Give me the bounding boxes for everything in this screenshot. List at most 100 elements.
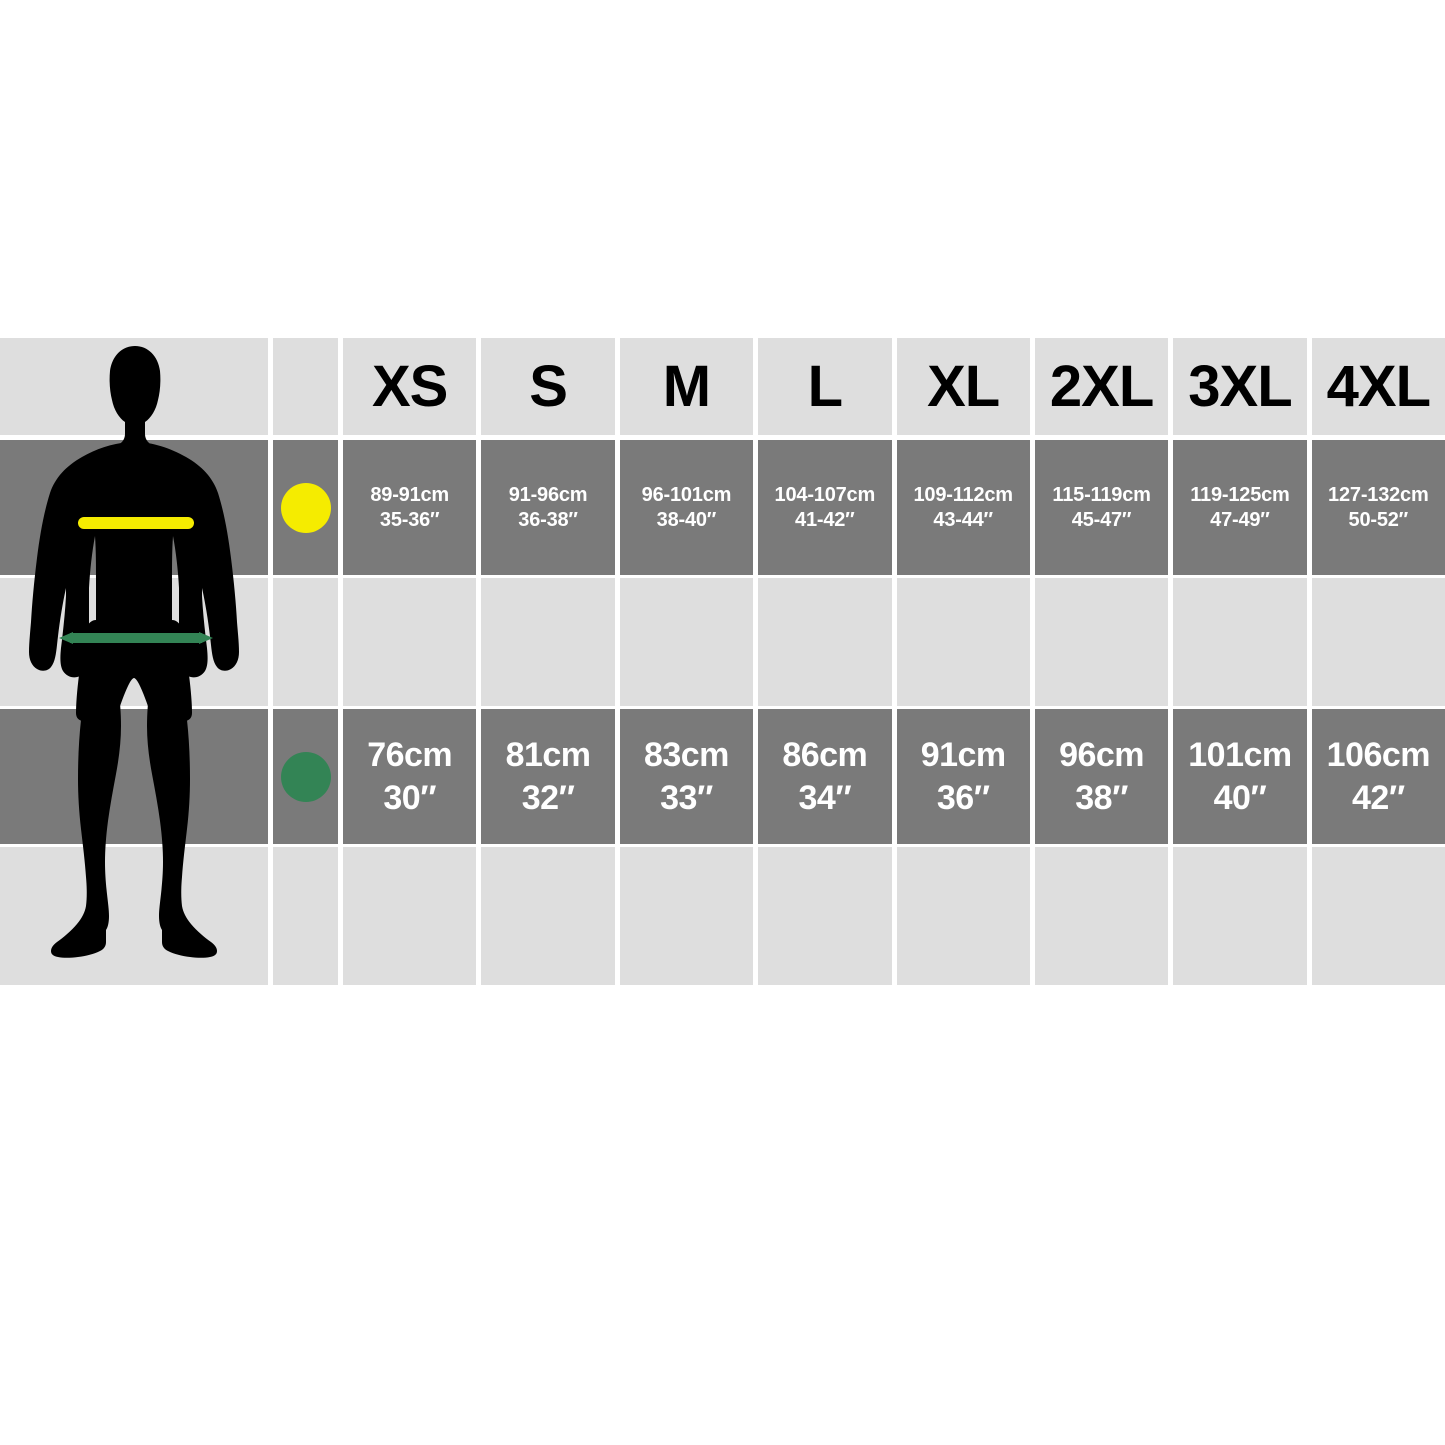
chest-cm-3xl: 119-125cm [1190, 483, 1290, 506]
chest-value-s: 91-96cm 36-38″ [509, 483, 588, 533]
column-header-s: S [481, 338, 615, 435]
waist-cm-l: 86cm [782, 736, 868, 774]
table-header-row: XS S M L XL 2XL 3XL 4XL [0, 338, 1445, 435]
size-label-l: L [807, 353, 843, 419]
chest-cell-3xl: 119-125cm 47-49″ [1173, 440, 1307, 575]
spacer-upper-cell-m [619, 578, 754, 706]
spacer-upper-cell-xs [343, 578, 477, 706]
spacer-lower-cell-4xl [1311, 847, 1445, 985]
chest-value-3xl: 119-125cm 47-49″ [1190, 483, 1290, 533]
spacer-upper-cell-l [758, 578, 892, 706]
waist-row-figure-cell [0, 709, 268, 844]
chest-row-legend-cell [273, 440, 338, 575]
chest-cm-l: 104-107cm [774, 483, 876, 506]
size-label-s: S [529, 353, 568, 419]
size-label-m: M [662, 353, 711, 419]
waist-cm-4xl: 106cm [1326, 736, 1431, 774]
waist-value-3xl: 101cm 40″ [1188, 734, 1292, 819]
chest-cm-2xl: 115-119cm [1052, 483, 1151, 506]
spacer-lower-cell-2xl [1034, 847, 1169, 985]
column-header-xl: XL [896, 338, 1030, 435]
chest-value-xs: 89-91cm 35-36″ [370, 483, 449, 533]
chest-cell-xl: 109-112cm 43-44″ [896, 440, 1030, 575]
spacer-upper-cell-4xl [1311, 578, 1445, 706]
spacer-lower-figure-cell [0, 847, 268, 985]
chest-inch-s: 36-38″ [518, 508, 578, 531]
green-circle-indicator-icon [280, 751, 331, 802]
waist-value-s: 81cm 32″ [506, 734, 591, 819]
waist-cell-4xl: 106cm 42″ [1311, 709, 1445, 844]
waist-inch-3xl: 40″ [1213, 778, 1267, 817]
waist-inch-xl: 36″ [936, 778, 990, 817]
chest-inch-m: 38-40″ [656, 508, 717, 531]
chest-value-xl: 109-112cm 43-44″ [913, 483, 1013, 533]
waist-cell-l: 86cm 34″ [758, 709, 892, 844]
size-label-4xl: 4XL [1326, 353, 1431, 419]
waist-cell-3xl: 101cm 40″ [1173, 709, 1307, 844]
waist-inch-xs: 30″ [383, 778, 436, 817]
waist-inch-m: 33″ [660, 778, 713, 817]
chest-row-figure-cell [0, 440, 268, 575]
chest-inch-2xl: 45-47″ [1071, 508, 1132, 531]
waist-value-4xl: 106cm 42″ [1326, 734, 1431, 819]
header-figure-cell [0, 338, 268, 435]
size-chart-table: XS S M L XL 2XL 3XL 4XL [0, 338, 1445, 985]
chest-value-2xl: 115-119cm 45-47″ [1052, 483, 1151, 533]
waist-cell-m: 83cm 33″ [619, 709, 754, 844]
column-header-4xl: 4XL [1311, 338, 1445, 435]
column-header-m: M [619, 338, 754, 435]
spacer-upper-cell-3xl [1173, 578, 1307, 706]
waist-inch-l: 34″ [798, 778, 852, 817]
spacer-lower-cell-3xl [1173, 847, 1307, 985]
waist-inch-4xl: 42″ [1352, 778, 1405, 817]
chest-cell-m: 96-101cm 38-40″ [619, 440, 754, 575]
chest-inch-3xl: 47-49″ [1210, 508, 1270, 531]
waist-value-m: 83cm 33″ [644, 734, 729, 819]
spacer-upper-legend-cell [273, 578, 338, 706]
chest-cm-s: 91-96cm [508, 483, 588, 506]
column-header-xs: XS [343, 338, 477, 435]
waist-value-xs: 76cm 30″ [367, 734, 452, 819]
spacer-lower-cell-xl [896, 847, 1030, 985]
spacer-lower-cell-l [758, 847, 892, 985]
chest-cell-4xl: 127-132cm 50-52″ [1311, 440, 1445, 575]
chest-cell-2xl: 115-119cm 45-47″ [1034, 440, 1169, 575]
chest-cm-xs: 89-91cm [370, 483, 450, 506]
spacer-row-upper [0, 578, 1445, 706]
chest-inch-l: 41-42″ [795, 508, 855, 531]
chest-inch-xs: 35-36″ [379, 508, 440, 531]
column-header-l: L [758, 338, 892, 435]
waist-cell-xl: 91cm 36″ [896, 709, 1030, 844]
waist-cell-2xl: 96cm 38″ [1034, 709, 1169, 844]
spacer-upper-cell-xl [896, 578, 1030, 706]
waist-cell-xs: 76cm 30″ [343, 709, 477, 844]
waist-cm-s: 81cm [505, 736, 591, 774]
waist-cm-2xl: 96cm [1059, 736, 1145, 774]
waist-value-l: 86cm 34″ [782, 734, 867, 819]
column-header-2xl: 2XL [1034, 338, 1169, 435]
column-header-3xl: 3XL [1173, 338, 1307, 435]
chest-cell-s: 91-96cm 36-38″ [481, 440, 615, 575]
spacer-lower-cell-xs [343, 847, 477, 985]
waist-value-xl: 91cm 36″ [921, 734, 1006, 819]
waist-inch-s: 32″ [521, 778, 575, 817]
waist-cell-s: 81cm 32″ [481, 709, 615, 844]
chest-value-m: 96-101cm 38-40″ [642, 483, 732, 533]
waist-cm-xs: 76cm [367, 736, 453, 774]
chest-cell-l: 104-107cm 41-42″ [758, 440, 892, 575]
chest-inch-xl: 43-44″ [933, 508, 993, 531]
chest-cm-4xl: 127-132cm [1328, 483, 1429, 506]
waist-row-legend-cell [273, 709, 338, 844]
size-label-xl: XL [927, 353, 1000, 419]
size-label-xs: XS [372, 353, 448, 419]
size-label-3xl: 3XL [1188, 353, 1292, 419]
spacer-lower-cell-s [481, 847, 615, 985]
size-label-2xl: 2XL [1049, 353, 1154, 419]
spacer-lower-legend-cell [273, 847, 338, 985]
spacer-lower-cell-m [619, 847, 754, 985]
waist-measurement-row: 76cm 30″ 81cm 32″ 83cm 33″ 86cm 34 [0, 709, 1445, 844]
header-legend-cell [273, 338, 338, 435]
chest-cm-xl: 109-112cm [913, 483, 1013, 506]
waist-cm-m: 83cm [643, 736, 729, 774]
